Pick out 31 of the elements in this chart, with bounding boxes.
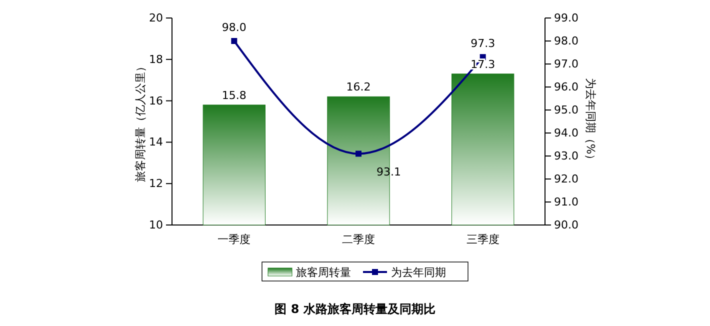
- y2-tick-label: 92.0: [554, 172, 578, 186]
- x-tick-label: 二季度: [342, 232, 375, 246]
- point: [356, 150, 362, 157]
- y-tick-label: 16: [149, 94, 163, 108]
- y2-tick-label: 90.0: [554, 218, 578, 232]
- data-label: 16.2: [346, 80, 371, 94]
- y2-tick-label: 93.0: [554, 150, 578, 163]
- y-axis-title: 旅客周转量（亿人公里）: [134, 61, 147, 182]
- text: 图 8 水路旅客周转量及同期比: [274, 302, 436, 316]
- y2-tick-label: 91.0: [554, 196, 578, 209]
- data-label: 97.3: [470, 37, 496, 50]
- legend-label: 旅客周转量: [296, 266, 351, 279]
- y-tick-label: 12: [149, 177, 163, 190]
- y2-tick-label: 97.0: [554, 58, 578, 71]
- data-label: 98.0: [222, 21, 246, 34]
- x-tick-label: 三季度: [466, 232, 500, 246]
- y-tick-label: 14: [149, 136, 163, 149]
- y2-tick-label: 94.0: [554, 126, 578, 140]
- data-label: 15.8: [222, 88, 246, 102]
- y2-tick-label: 95.0: [554, 104, 578, 117]
- y2-tick-label: 96.0: [554, 80, 578, 94]
- y2-tick-label: 98.0: [554, 34, 578, 48]
- legend-label: 为去年同期: [391, 266, 446, 279]
- y2-axis-title: 为去年同期（%）: [584, 78, 597, 166]
- y-tick-label: 20: [149, 12, 163, 25]
- y-tick-label: 18: [149, 52, 163, 66]
- point: [231, 38, 238, 44]
- data-label: 93.1: [376, 166, 401, 179]
- x-tick-label: 一季度: [218, 232, 251, 246]
- y2-tick-label: 99.0: [554, 12, 578, 25]
- y-tick-label: 10: [149, 218, 163, 232]
